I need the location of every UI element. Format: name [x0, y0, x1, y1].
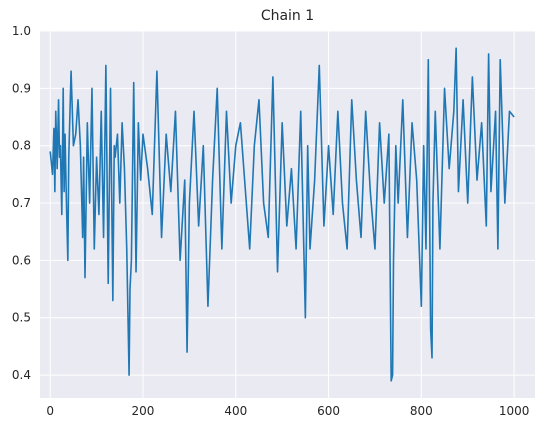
y-tick-label: 0.5 — [12, 311, 31, 325]
chart-title: Chain 1 — [261, 8, 314, 24]
y-tick-label: 0.7 — [12, 196, 31, 210]
y-tick-label: 0.6 — [12, 253, 31, 267]
tick-labels: 0 200 400 600 800 1000 0.4 0.5 0.6 0.7 0.8 0.9 1.0 — [12, 24, 529, 418]
y-tick-label: 0.9 — [12, 81, 31, 95]
series-layer — [49, 47, 515, 382]
x-tick-label: 1000 — [499, 404, 530, 418]
x-tick-label: 600 — [317, 404, 340, 418]
x-tick-label: 400 — [224, 404, 247, 418]
y-tick-label: 1.0 — [12, 24, 31, 38]
x-tick-label: 200 — [132, 404, 155, 418]
y-tick-label: 0.4 — [12, 368, 31, 382]
trace-line-series-0 — [49, 47, 515, 382]
grid-lines — [40, 30, 535, 398]
x-tick-label: 800 — [410, 404, 433, 418]
x-tick-label: 0 — [46, 404, 54, 418]
y-tick-label: 0.8 — [12, 139, 31, 153]
